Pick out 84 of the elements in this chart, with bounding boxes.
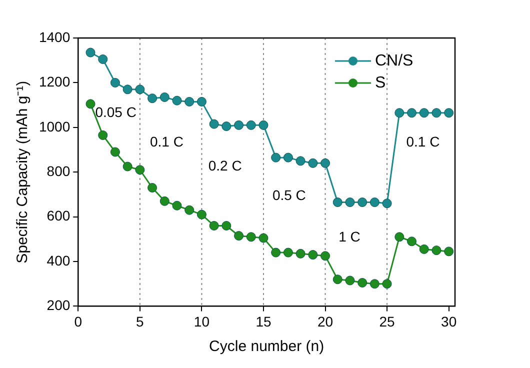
x-tick-label: 15 — [256, 313, 272, 330]
point — [86, 99, 96, 109]
point — [209, 220, 219, 230]
point — [394, 232, 404, 242]
point — [135, 165, 145, 175]
point — [160, 196, 170, 206]
point — [296, 156, 306, 166]
point — [407, 236, 417, 246]
point — [345, 198, 355, 208]
point — [394, 108, 404, 118]
point — [271, 152, 281, 162]
point — [419, 108, 429, 118]
point — [296, 248, 306, 258]
point — [172, 200, 182, 210]
point — [258, 120, 268, 130]
legend-label: CN/S — [375, 52, 414, 70]
point — [86, 48, 96, 58]
point — [122, 162, 132, 172]
point — [308, 250, 318, 260]
y-tick-label: 200 — [46, 297, 70, 314]
annotation: 0.1 C — [150, 133, 184, 150]
point — [358, 278, 368, 288]
point — [148, 94, 158, 104]
point — [271, 248, 281, 258]
y-tick-label: 1400 — [38, 28, 70, 45]
x-tick-label: 0 — [74, 313, 82, 330]
y-axis-title: Specific Capacity (mAh g⁻¹) — [14, 80, 32, 264]
point — [370, 279, 380, 289]
point — [308, 158, 318, 168]
point — [222, 122, 232, 132]
point — [258, 233, 268, 243]
point — [172, 96, 182, 106]
annotation: 1 C — [338, 228, 360, 245]
point — [184, 96, 194, 106]
y-tick-label: 600 — [46, 208, 70, 224]
point — [246, 120, 256, 130]
point — [234, 120, 244, 130]
point — [332, 198, 342, 208]
point — [135, 84, 145, 94]
point — [196, 96, 206, 106]
point — [98, 130, 108, 140]
point — [246, 232, 256, 242]
point — [382, 198, 392, 208]
point — [370, 198, 380, 208]
point — [122, 84, 132, 94]
annotation: 0.2 C — [208, 158, 242, 174]
point — [444, 246, 454, 256]
point — [358, 198, 368, 208]
point — [407, 108, 417, 118]
point — [209, 119, 219, 129]
point — [148, 182, 158, 192]
point — [184, 205, 194, 215]
x-tick-label: 10 — [194, 313, 210, 330]
point — [110, 147, 120, 157]
point — [382, 279, 392, 289]
x-tick-label: 20 — [317, 313, 334, 330]
legend-label: S — [375, 74, 386, 92]
point — [432, 246, 442, 256]
point — [320, 251, 330, 261]
point — [98, 54, 108, 64]
point — [320, 158, 330, 168]
point — [332, 274, 342, 284]
annotation: 0.1 C — [406, 133, 440, 150]
y-tick-label: 1000 — [38, 118, 70, 134]
x-tick-label: 5 — [136, 313, 144, 330]
point — [345, 276, 355, 286]
point — [444, 108, 454, 118]
point — [283, 248, 293, 258]
point — [432, 108, 442, 118]
x-tick-label: 25 — [379, 313, 396, 330]
point — [234, 231, 244, 241]
point — [110, 78, 120, 88]
point — [222, 220, 232, 230]
annotation: 0.05 C — [95, 104, 136, 120]
y-tick-label: 1200 — [38, 74, 70, 90]
annotation: 0.5 C — [272, 187, 306, 204]
x-axis-title: Cycle number (n) — [209, 338, 324, 356]
point — [160, 92, 170, 102]
x-tick-label: 30 — [441, 313, 457, 330]
y-tick-label: 400 — [46, 252, 70, 268]
point — [419, 244, 429, 254]
y-tick-label: 800 — [46, 162, 70, 179]
point — [283, 152, 293, 162]
point — [196, 210, 206, 220]
